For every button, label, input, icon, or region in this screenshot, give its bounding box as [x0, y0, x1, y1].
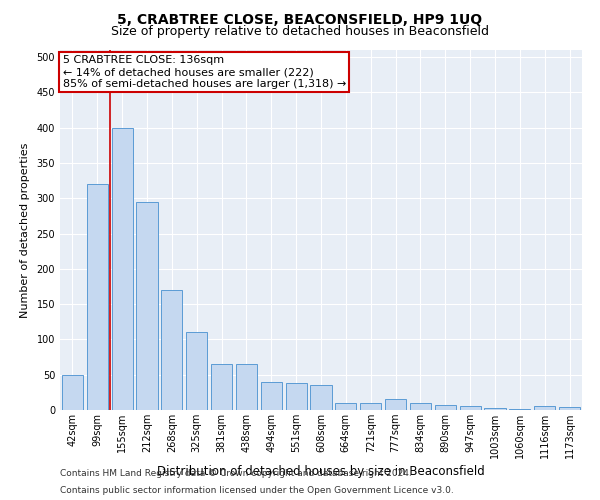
Bar: [385, 400, 406, 410]
Bar: [310, 386, 332, 410]
Bar: [559, 407, 580, 410]
Bar: [286, 383, 307, 410]
Bar: [112, 128, 133, 410]
Text: 5, CRABTREE CLOSE, BEACONSFIELD, HP9 1UQ: 5, CRABTREE CLOSE, BEACONSFIELD, HP9 1UQ: [118, 12, 482, 26]
X-axis label: Distribution of detached houses by size in Beaconsfield: Distribution of detached houses by size …: [157, 465, 485, 478]
Bar: [484, 408, 506, 410]
Y-axis label: Number of detached properties: Number of detached properties: [20, 142, 29, 318]
Text: 5 CRABTREE CLOSE: 136sqm
← 14% of detached houses are smaller (222)
85% of semi-: 5 CRABTREE CLOSE: 136sqm ← 14% of detach…: [62, 56, 346, 88]
Bar: [161, 290, 182, 410]
Bar: [236, 364, 257, 410]
Bar: [534, 406, 555, 410]
Bar: [87, 184, 108, 410]
Bar: [335, 403, 356, 410]
Bar: [136, 202, 158, 410]
Bar: [435, 405, 456, 410]
Bar: [62, 374, 83, 410]
Bar: [410, 403, 431, 410]
Text: Size of property relative to detached houses in Beaconsfield: Size of property relative to detached ho…: [111, 25, 489, 38]
Bar: [460, 406, 481, 410]
Text: Contains public sector information licensed under the Open Government Licence v3: Contains public sector information licen…: [60, 486, 454, 495]
Text: Contains HM Land Registry data © Crown copyright and database right 2024.: Contains HM Land Registry data © Crown c…: [60, 468, 412, 477]
Bar: [360, 403, 381, 410]
Bar: [509, 408, 530, 410]
Bar: [261, 382, 282, 410]
Bar: [186, 332, 207, 410]
Bar: [211, 364, 232, 410]
